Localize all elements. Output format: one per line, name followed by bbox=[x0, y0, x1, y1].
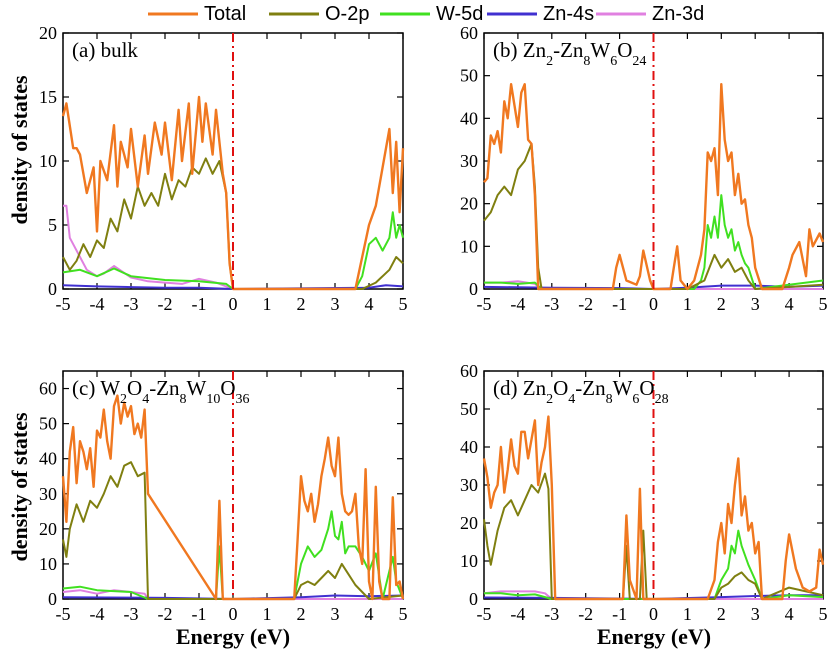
y-axis-label-bottom: density of states bbox=[7, 412, 32, 562]
panel-title-a: (a) bulk bbox=[72, 38, 138, 62]
series-line-o2p-d bbox=[483, 472, 824, 600]
x-tick-label: -3 bbox=[124, 294, 139, 314]
x-tick-label: 4 bbox=[785, 604, 794, 624]
x-tick-label: 4 bbox=[785, 294, 794, 314]
y-axis-label-top: density of states bbox=[7, 75, 32, 225]
x-tick-label: -1 bbox=[192, 294, 207, 314]
x-tick-label: 5 bbox=[819, 294, 827, 314]
x-tick-label: -5 bbox=[56, 294, 71, 314]
x-tick-label: -4 bbox=[510, 604, 525, 624]
x-tick-label: -4 bbox=[510, 294, 525, 314]
legend-label-o2p: O-2p bbox=[325, 3, 369, 25]
legend-label-zn4s: Zn-4s bbox=[543, 3, 594, 25]
x-tick-label: -1 bbox=[612, 294, 627, 314]
y-tick-label: 10 bbox=[39, 554, 57, 574]
x-tick-label: -5 bbox=[56, 604, 71, 624]
x-axis-label-left: Energy (eV) bbox=[176, 624, 290, 649]
series-line-zn3d-a bbox=[63, 204, 234, 290]
series-line-zn4s-a bbox=[62, 284, 404, 290]
x-tick-label: -2 bbox=[158, 294, 173, 314]
y-tick-label: 60 bbox=[39, 379, 57, 399]
x-tick-label: 0 bbox=[649, 294, 658, 314]
x-tick-label: -4 bbox=[90, 604, 105, 624]
x-tick-label: 3 bbox=[331, 294, 340, 314]
x-tick-label: -3 bbox=[124, 604, 139, 624]
x-tick-label: 5 bbox=[399, 604, 408, 624]
legend: Total O-2p W-5d Zn-4s Zn-3d bbox=[148, 3, 704, 25]
y-tick-label: 15 bbox=[39, 87, 57, 107]
y-tick-label: 20 bbox=[460, 194, 478, 214]
y-tick-label: 50 bbox=[460, 399, 478, 419]
x-tick-label: -3 bbox=[544, 604, 559, 624]
panel-title-c: (c) W2O4-Zn8W10O36 bbox=[72, 376, 250, 407]
y-tick-label: 30 bbox=[39, 484, 57, 504]
y-tick-label: 10 bbox=[460, 551, 478, 571]
x-tick-label: 2 bbox=[717, 294, 726, 314]
y-tick-label: 0 bbox=[48, 279, 57, 299]
x-tick-label: 4 bbox=[365, 604, 374, 624]
y-tick-label: 0 bbox=[48, 589, 57, 609]
panel-title-b: (b) Zn2-Zn8W6O24 bbox=[493, 38, 646, 69]
y-tick-label: 5 bbox=[48, 215, 57, 235]
x-tick-label: 4 bbox=[365, 294, 374, 314]
y-tick-label: 60 bbox=[460, 361, 478, 381]
x-tick-label: -2 bbox=[158, 604, 173, 624]
x-tick-label: -3 bbox=[544, 294, 559, 314]
series-line-o2p-c bbox=[62, 461, 404, 600]
series-line-total-b bbox=[483, 82, 825, 291]
x-tick-label: -1 bbox=[612, 604, 627, 624]
x-tick-label: 1 bbox=[263, 604, 272, 624]
y-tick-label: 30 bbox=[460, 475, 478, 495]
x-tick-label: -5 bbox=[477, 604, 492, 624]
y-tick-label: 20 bbox=[39, 23, 57, 43]
series-line-total-d bbox=[482, 415, 825, 601]
y-tick-label: 40 bbox=[460, 108, 478, 128]
x-tick-label: 3 bbox=[331, 604, 340, 624]
x-tick-label: 2 bbox=[297, 604, 306, 624]
x-tick-label: 1 bbox=[683, 604, 692, 624]
x-tick-label: -4 bbox=[90, 294, 105, 314]
x-tick-label: 1 bbox=[683, 294, 692, 314]
x-tick-label: 3 bbox=[751, 294, 760, 314]
x-tick-label: -5 bbox=[477, 294, 492, 314]
y-tick-label: 0 bbox=[469, 279, 478, 299]
y-tick-label: 10 bbox=[460, 236, 478, 256]
series-line-total-a bbox=[61, 95, 405, 291]
x-tick-label: 2 bbox=[717, 604, 726, 624]
series-line-w5d-b bbox=[484, 194, 824, 290]
panel-a: -5 -4 -3 -2 -1 0 1 2 3 4 5 0 5 10 15 20 (a) bulk bbox=[39, 23, 408, 314]
x-tick-label: 0 bbox=[229, 294, 238, 314]
x-tick-label: 2 bbox=[297, 294, 306, 314]
series-line-total-c bbox=[61, 394, 405, 601]
x-tick-label: -1 bbox=[192, 604, 207, 624]
y-tick-label: 50 bbox=[460, 66, 478, 86]
x-tick-label: -2 bbox=[578, 294, 593, 314]
y-tick-label: 50 bbox=[39, 414, 57, 434]
legend-label-w5d: W-5d bbox=[436, 3, 483, 25]
x-axis-label-right: Energy (eV) bbox=[597, 624, 711, 649]
y-tick-label: 60 bbox=[460, 23, 478, 43]
x-tick-label: 1 bbox=[263, 294, 272, 314]
legend-label-total: Total bbox=[204, 3, 246, 25]
x-tick-label: 5 bbox=[399, 294, 408, 314]
y-tick-label: 20 bbox=[39, 519, 57, 539]
y-tick-label: 0 bbox=[469, 589, 478, 609]
legend-label-zn3d: Zn-3d bbox=[652, 3, 704, 25]
x-tick-label: -2 bbox=[578, 604, 593, 624]
y-tick-label: 20 bbox=[460, 513, 478, 533]
panel-title-d: (d) Zn2O4-Zn8W6O28 bbox=[493, 376, 669, 407]
y-tick-label: 10 bbox=[39, 151, 57, 171]
x-tick-label: 0 bbox=[229, 604, 238, 624]
y-tick-label: 40 bbox=[460, 437, 478, 457]
x-tick-label: 3 bbox=[751, 604, 760, 624]
y-tick-label: 40 bbox=[39, 449, 57, 469]
x-tick-label: 5 bbox=[819, 604, 827, 624]
series-line-w5d-d bbox=[484, 529, 824, 600]
y-tick-label: 30 bbox=[460, 151, 478, 171]
x-tick-label: 0 bbox=[649, 604, 658, 624]
